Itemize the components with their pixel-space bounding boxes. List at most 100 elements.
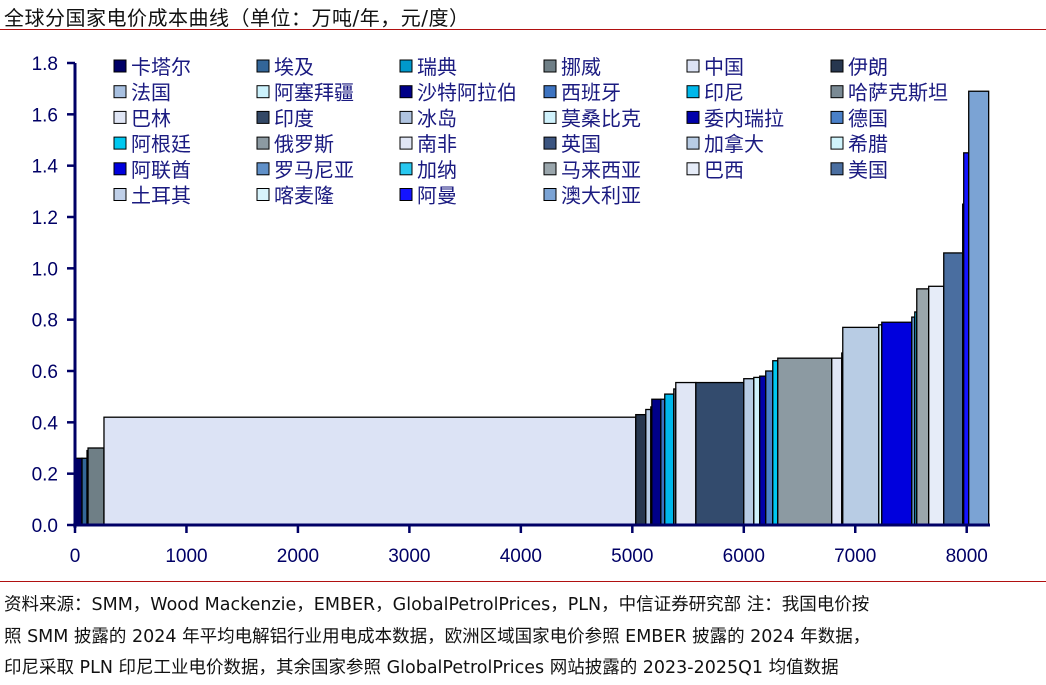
legend-item: 沙特阿拉伯 <box>399 81 517 105</box>
legend-item: 美国 <box>830 158 888 182</box>
legend-item: 冰岛 <box>399 106 457 130</box>
cost-bar <box>743 378 755 526</box>
legend-label: 卡塔尔 <box>131 55 191 79</box>
legend-swatch <box>113 59 127 73</box>
legend-item: 南非 <box>399 132 457 156</box>
legend-swatch <box>399 59 413 73</box>
legend-item: 伊朗 <box>830 55 888 79</box>
y-tick-label: 0.2 <box>32 465 58 486</box>
legend-item: 加拿大 <box>686 132 764 156</box>
legend-item: 喀麦隆 <box>256 184 334 208</box>
cost-bar <box>777 357 833 526</box>
x-tick-label: 7000 <box>834 546 876 567</box>
cost-bar <box>635 413 647 526</box>
legend-swatch <box>686 136 700 150</box>
cost-bar <box>963 152 970 526</box>
y-tick-label: 0.4 <box>32 413 59 434</box>
legend-label: 挪威 <box>561 55 601 79</box>
legend-item: 委内瑞拉 <box>686 106 784 130</box>
legend-item: 埃及 <box>256 55 314 79</box>
cost-bar <box>81 457 88 526</box>
cost-bar <box>772 360 779 526</box>
legend-item: 希腊 <box>830 132 888 156</box>
legend-swatch <box>543 188 557 201</box>
legend-item: 加纳 <box>399 158 457 182</box>
cost-bar <box>765 370 774 526</box>
legend-swatch <box>686 162 700 176</box>
y-tick-label: 1.0 <box>32 259 58 280</box>
legend-label: 英国 <box>561 132 601 156</box>
legend-swatch <box>256 59 270 73</box>
note-divider <box>0 581 1046 582</box>
legend-swatch <box>686 85 700 99</box>
note-line: 资料来源：SMM，Wood Mackenzie，EMBER，GlobalPetr… <box>4 595 870 615</box>
cost-bar <box>831 357 843 526</box>
legend-item: 阿联酋 <box>113 158 191 182</box>
legend-swatch <box>543 136 557 150</box>
legend-label: 澳大利亚 <box>561 184 641 208</box>
legend-label: 印尼 <box>704 81 744 105</box>
legend-swatch <box>399 188 413 201</box>
legend-item: 瑞典 <box>399 55 457 79</box>
legend-swatch <box>543 162 557 176</box>
legend-label: 希腊 <box>848 132 888 156</box>
source-note: 资料来源：SMM，Wood Mackenzie，EMBER，GlobalPetr… <box>4 590 1044 685</box>
legend-label: 加纳 <box>417 158 457 182</box>
legend-label: 俄罗斯 <box>274 132 334 156</box>
legend-swatch <box>686 59 700 73</box>
legend-swatch <box>113 136 127 150</box>
legend-item: 罗马尼亚 <box>256 158 354 182</box>
legend-swatch <box>830 85 844 99</box>
legend-swatch <box>830 59 844 73</box>
legend-item: 挪威 <box>543 55 601 79</box>
legend-swatch <box>113 85 127 99</box>
legend-item: 法国 <box>113 81 171 105</box>
legend-item: 西班牙 <box>543 81 621 105</box>
y-tick-label: 1.2 <box>32 208 58 229</box>
legend-item: 阿曼 <box>399 184 457 208</box>
legend-item: 俄罗斯 <box>256 132 334 156</box>
x-tick-label: 0 <box>70 546 81 567</box>
title-divider <box>0 29 1046 30</box>
cost-bar <box>664 393 675 526</box>
legend-item: 莫桑比克 <box>543 106 641 130</box>
y-tick-label: 1.6 <box>32 105 58 126</box>
legend-swatch <box>830 162 844 176</box>
cost-bar <box>695 381 745 526</box>
legend-item: 英国 <box>543 132 601 156</box>
legend-item: 德国 <box>830 106 888 130</box>
legend-label: 瑞典 <box>417 55 457 79</box>
x-tick-label: 6000 <box>723 546 765 567</box>
legend-label: 中国 <box>704 55 744 79</box>
legend-label: 埃及 <box>274 55 314 79</box>
cost-bar <box>753 376 761 526</box>
legend-label: 南非 <box>417 132 457 156</box>
x-tick-label: 1000 <box>165 546 207 567</box>
legend-label: 喀麦隆 <box>274 184 334 208</box>
legend-swatch <box>830 136 844 150</box>
y-tick-label: 1.8 <box>32 54 58 75</box>
cost-bar <box>842 326 880 526</box>
legend-item: 中国 <box>686 55 744 79</box>
legend-label: 冰岛 <box>417 106 457 130</box>
legend-item: 澳大利亚 <box>543 184 641 208</box>
cost-bar <box>968 90 990 526</box>
note-line: 印尼采取 PLN 印尼工业电价数据，其余国家参照 GlobalPetrolPri… <box>4 658 839 678</box>
legend-label: 委内瑞拉 <box>704 106 784 130</box>
axes: 0.0 0.2 0.4 0.6 0.8 1.0 1.2 1.4 1.6 1.8 0 1000 2000 3… <box>32 54 990 567</box>
legend-swatch <box>256 85 270 99</box>
legend-swatch <box>256 136 270 150</box>
legend-item: 印度 <box>256 106 314 130</box>
legend-label: 阿根廷 <box>131 132 191 156</box>
legend-label: 莫桑比克 <box>561 106 641 130</box>
legend-swatch <box>830 110 844 124</box>
legend-label: 巴林 <box>131 106 171 130</box>
legend-item: 印尼 <box>686 81 744 105</box>
x-tick-label: 3000 <box>388 546 430 567</box>
legend-label: 法国 <box>131 81 171 105</box>
cost-bar <box>675 381 697 526</box>
legend-swatch <box>113 110 127 124</box>
x-tick-label: 4000 <box>500 546 542 567</box>
legend-item: 阿塞拜疆 <box>256 81 354 105</box>
